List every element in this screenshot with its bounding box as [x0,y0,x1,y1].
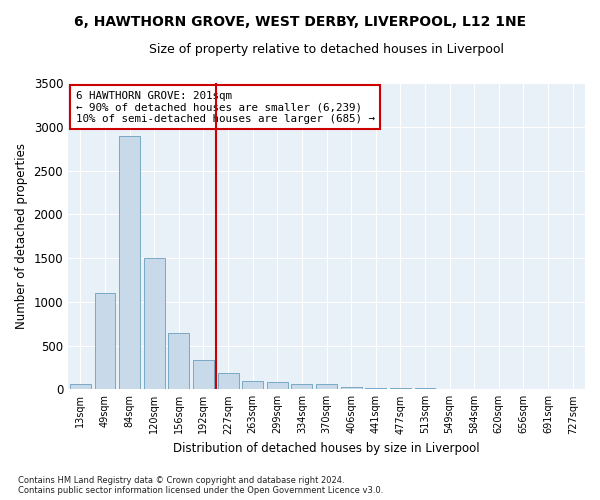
Y-axis label: Number of detached properties: Number of detached properties [15,143,28,329]
Bar [144,258,164,390]
Bar [70,384,91,390]
Title: Size of property relative to detached houses in Liverpool: Size of property relative to detached ho… [149,42,504,56]
Bar [365,388,386,390]
Bar [169,334,189,390]
Text: 6, HAWTHORN GROVE, WEST DERBY, LIVERPOOL, L12 1NE: 6, HAWTHORN GROVE, WEST DERBY, LIVERPOOL… [74,15,526,29]
Text: Contains HM Land Registry data © Crown copyright and database right 2024.
Contai: Contains HM Land Registry data © Crown c… [18,476,383,495]
Bar [267,382,288,390]
X-axis label: Distribution of detached houses by size in Liverpool: Distribution of detached houses by size … [173,442,480,455]
Bar [316,384,337,390]
Bar [95,293,115,390]
Bar [218,372,239,390]
Bar [242,380,263,390]
Bar [193,360,214,390]
Bar [119,136,140,390]
Bar [292,384,313,390]
Text: 6 HAWTHORN GROVE: 201sqm
← 90% of detached houses are smaller (6,239)
10% of sem: 6 HAWTHORN GROVE: 201sqm ← 90% of detach… [76,90,375,124]
Bar [415,388,436,390]
Bar [439,388,460,390]
Bar [341,386,362,390]
Bar [390,388,411,390]
